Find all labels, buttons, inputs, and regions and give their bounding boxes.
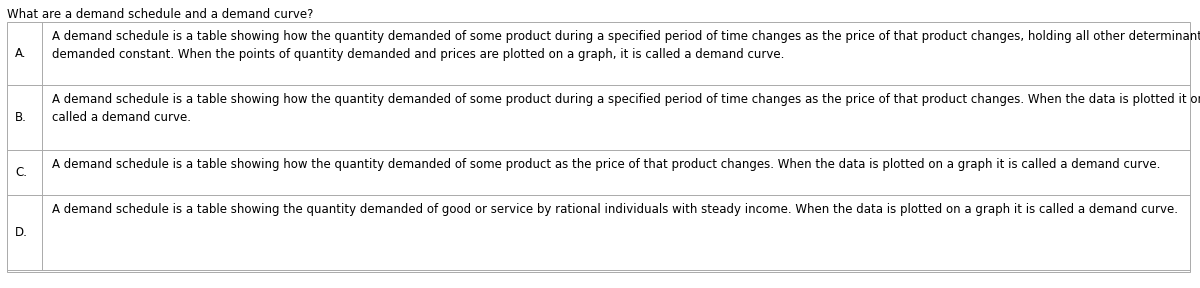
Text: A.: A. [14, 47, 26, 60]
Text: C.: C. [14, 166, 28, 179]
Text: B.: B. [14, 111, 26, 124]
Text: What are a demand schedule and a demand curve?: What are a demand schedule and a demand … [7, 8, 313, 21]
Text: A demand schedule is a table showing how the quantity demanded of some product a: A demand schedule is a table showing how… [52, 158, 1160, 171]
Text: A demand schedule is a table showing how the quantity demanded of some product d: A demand schedule is a table showing how… [52, 30, 1200, 61]
Text: A demand schedule is a table showing how the quantity demanded of some product d: A demand schedule is a table showing how… [52, 93, 1200, 124]
Text: A demand schedule is a table showing the quantity demanded of good or service by: A demand schedule is a table showing the… [52, 203, 1178, 216]
Bar [7, 22, 1190, 272]
Text: D.: D. [14, 226, 28, 239]
